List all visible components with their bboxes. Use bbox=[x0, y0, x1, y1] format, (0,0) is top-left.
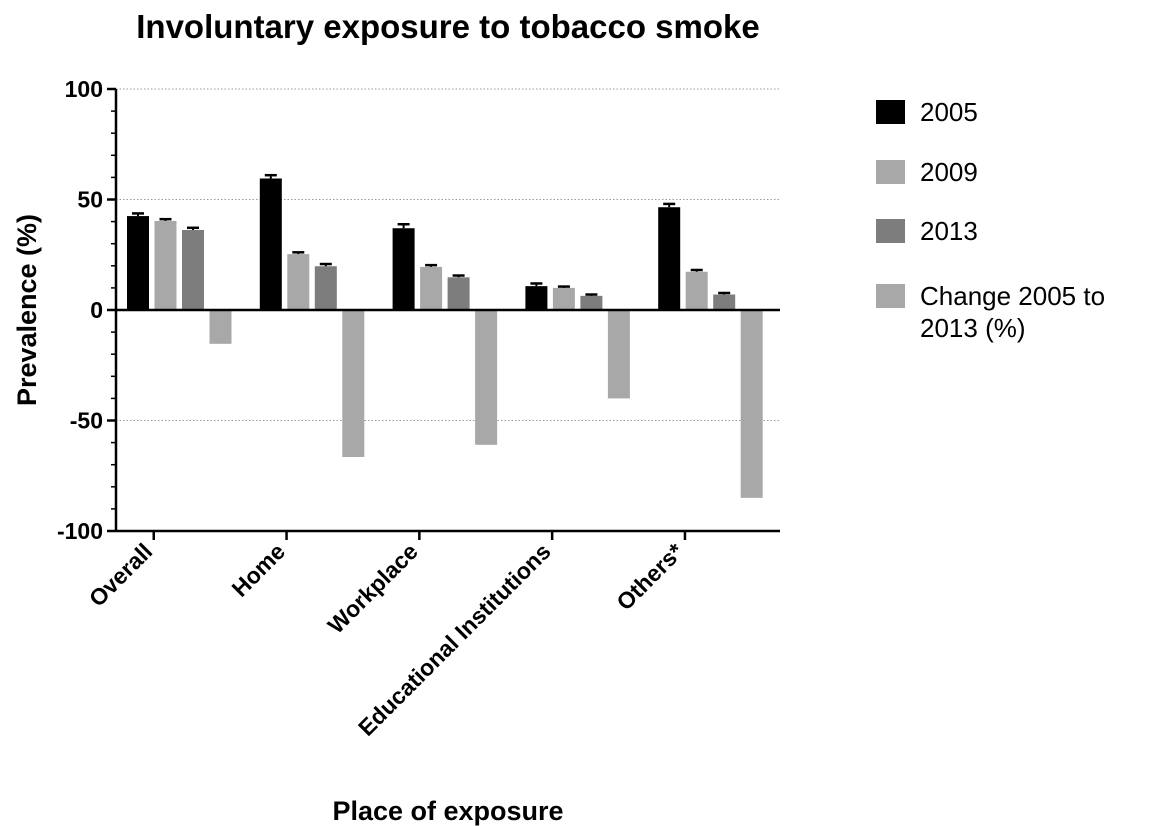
bar bbox=[713, 294, 736, 310]
bar bbox=[580, 295, 603, 310]
bar bbox=[182, 229, 204, 310]
y-tick-label: -50 bbox=[70, 408, 103, 434]
x-tick-label: Workplace bbox=[323, 538, 423, 638]
legend-label: 2013 bbox=[920, 216, 978, 246]
bar bbox=[287, 254, 310, 310]
bar bbox=[740, 310, 763, 498]
x-tick-label: Home bbox=[227, 538, 291, 602]
chart-title: Involuntary exposure to tobacco smoke bbox=[136, 8, 760, 45]
bar bbox=[525, 286, 548, 310]
bar bbox=[342, 310, 365, 457]
legend-swatch bbox=[876, 219, 905, 243]
axes bbox=[107, 87, 780, 540]
legend-swatch bbox=[876, 100, 905, 124]
x-tick-label: Overall bbox=[84, 538, 158, 612]
legend-swatch bbox=[876, 160, 905, 184]
legend-label: 2009 bbox=[920, 157, 978, 187]
bar bbox=[259, 178, 282, 310]
y-tick-label: 0 bbox=[90, 297, 103, 323]
bar bbox=[420, 266, 443, 310]
bar bbox=[552, 287, 575, 310]
y-tick-label: 100 bbox=[65, 76, 103, 102]
legend-label: 2013 (%) bbox=[920, 313, 1026, 343]
bar bbox=[447, 277, 470, 310]
bars bbox=[127, 173, 763, 498]
bar bbox=[314, 266, 337, 310]
legend-swatch bbox=[876, 284, 905, 308]
y-axis-title: Prevalence (%) bbox=[12, 214, 42, 406]
legend-label: 2005 bbox=[920, 97, 978, 127]
bar bbox=[209, 310, 232, 344]
y-tick-labels: 100 50 0 -50 -100 bbox=[57, 76, 103, 544]
bar bbox=[392, 228, 415, 310]
y-tick-label: 50 bbox=[77, 187, 103, 213]
bar bbox=[475, 310, 498, 445]
bar bbox=[127, 216, 149, 310]
x-tick-label: Others* bbox=[611, 538, 688, 615]
bar bbox=[658, 207, 681, 310]
legend-label: Change 2005 to bbox=[920, 281, 1105, 311]
bar bbox=[685, 271, 708, 310]
bar bbox=[154, 220, 177, 310]
gridlines bbox=[116, 88, 780, 421]
y-tick-label: -100 bbox=[57, 518, 103, 544]
x-axis-title: Place of exposure bbox=[332, 796, 563, 826]
bar bbox=[607, 310, 630, 399]
